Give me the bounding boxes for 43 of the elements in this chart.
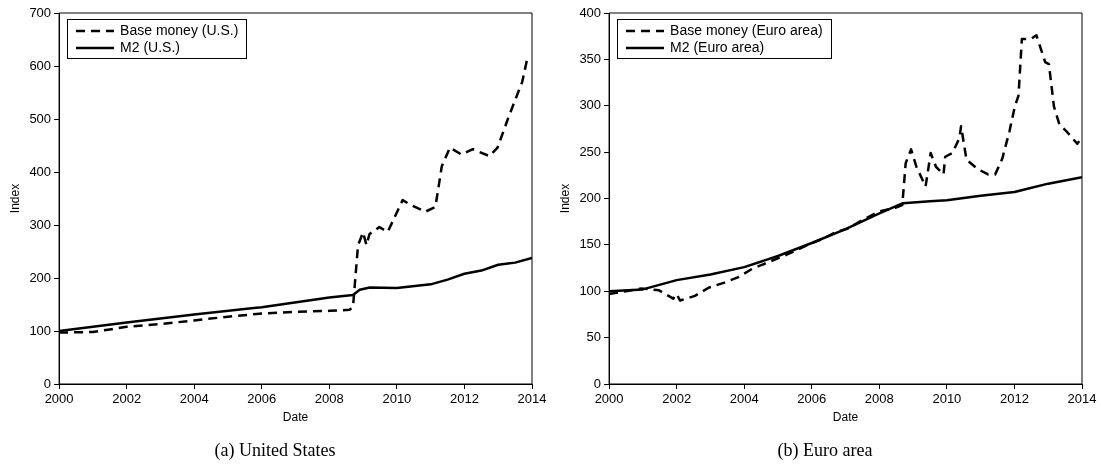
x-tick-label: 2000 (44, 391, 74, 407)
y-tick-label: 100 (29, 322, 52, 338)
x-tick-label: 2012 (999, 391, 1029, 407)
y-tick-label: 600 (29, 57, 52, 73)
x-tick-label: 2004 (729, 391, 759, 407)
y-tick-label: 400 (579, 4, 602, 20)
x-tick-label: 2008 (314, 391, 344, 407)
x-tick-label: 2012 (449, 391, 479, 407)
y-tick-label: 100 (579, 282, 602, 298)
y-tick-label: 300 (29, 216, 52, 232)
legend-label: M2 (Euro area) (670, 39, 765, 56)
x-tick-label: 2006 (797, 391, 827, 407)
x-axis-title: Date (282, 410, 309, 425)
y-tick-label: 250 (579, 143, 602, 159)
y-tick-label: 200 (579, 190, 602, 206)
text: (b) Euro area (776, 440, 874, 461)
text: (a) United States (213, 440, 337, 461)
x-tick-label: 2002 (662, 391, 692, 407)
x-tick-label: 2014 (1067, 391, 1097, 407)
legend-label: Base money (Euro area) (670, 22, 823, 39)
y-axis-title: Index (557, 183, 572, 214)
x-axis-title: Date (832, 410, 859, 425)
x-tick-label: 2006 (247, 391, 277, 407)
y-tick-label: 50 (586, 329, 602, 345)
y-tick-label: 350 (579, 50, 602, 66)
y-tick-label: 500 (29, 110, 52, 126)
y-tick-label: 0 (593, 375, 602, 391)
y-tick-label: 0 (43, 375, 52, 391)
x-tick-label: 2014 (517, 391, 547, 407)
y-tick-label: 200 (29, 269, 52, 285)
x-tick-label: 2010 (932, 391, 962, 407)
y-tick-label: 300 (579, 97, 602, 113)
x-tick-label: 2000 (594, 391, 624, 407)
x-tick-label: 2008 (864, 391, 894, 407)
y-axis-title: Index (7, 183, 22, 214)
y-tick-label: 150 (579, 236, 602, 252)
x-tick-label: 2002 (112, 391, 142, 407)
legend-label: M2 (U.S.) (120, 39, 180, 56)
x-tick-label: 2010 (382, 391, 412, 407)
legend-label: Base money (U.S.) (120, 22, 239, 39)
y-tick-label: 400 (29, 163, 52, 179)
x-tick-label: 2004 (179, 391, 209, 407)
y-tick-label: 700 (29, 4, 52, 20)
